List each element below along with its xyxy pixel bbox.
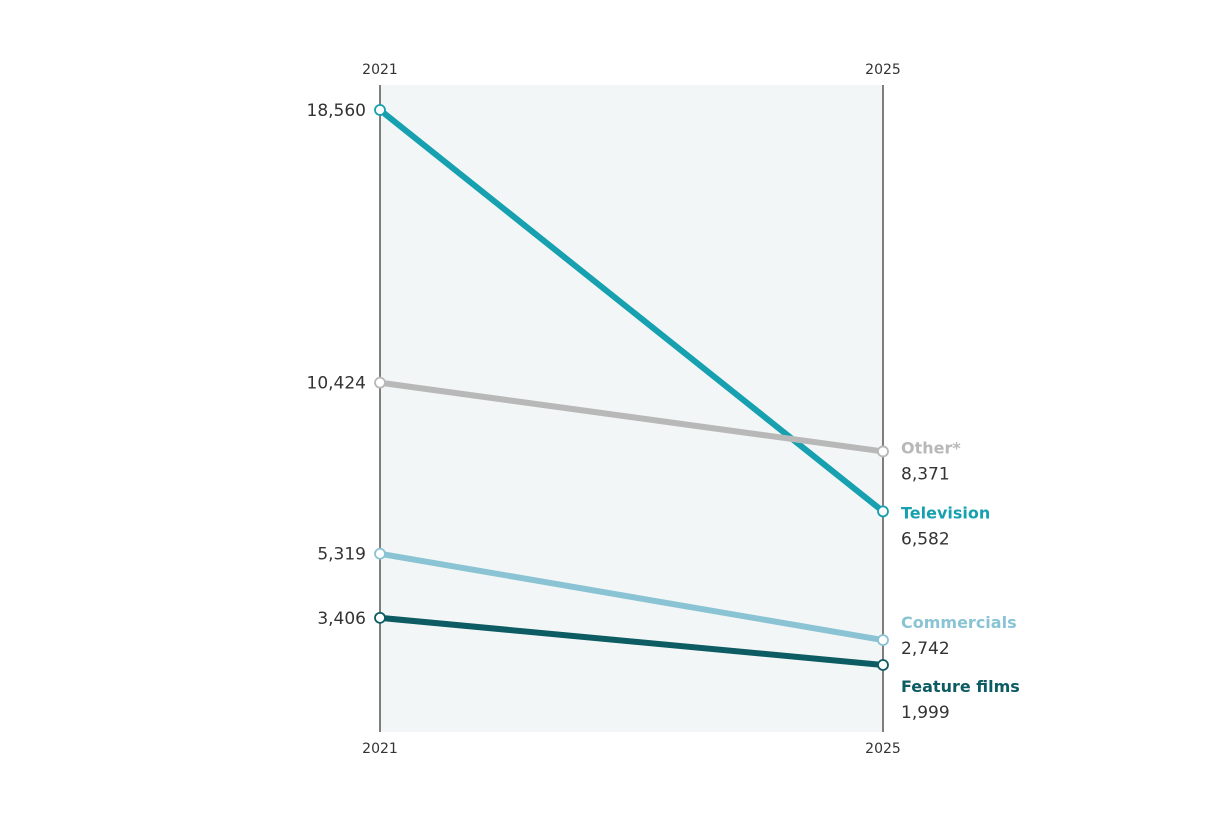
- series-layer: 18,560 Television 6,582 10,424 Other* 8,371 5,…: [307, 101, 1020, 723]
- start-value-other: 10,424: [307, 374, 366, 394]
- year-label-bottom-2021: 2021: [362, 741, 398, 757]
- year-label-top-2021: 2021: [362, 62, 398, 78]
- end-value-television: 6,582: [901, 529, 950, 549]
- start-value-feature-films: 3,406: [317, 609, 366, 629]
- point-television-2021: [374, 104, 386, 116]
- year-label-bottom-2025: 2025: [865, 741, 901, 757]
- start-value-commercials: 5,319: [317, 545, 366, 565]
- start-value-television: 18,560: [307, 101, 366, 121]
- series-name-commercials: Commercials: [901, 613, 1017, 632]
- point-feature-films-2025: [877, 659, 889, 671]
- point-commercials-2021: [374, 547, 386, 560]
- point-commercials-2025: [877, 634, 889, 647]
- series-name-feature-films: Feature films: [901, 677, 1020, 696]
- series-line-commercials: [377, 550, 886, 644]
- plot-background: [380, 85, 883, 732]
- series-name-television: Television: [901, 503, 990, 522]
- series-line-feature-films: [377, 614, 886, 668]
- end-value-other: 8,371: [901, 464, 950, 484]
- point-other-2021: [374, 376, 386, 389]
- end-value-commercials: 2,742: [901, 639, 950, 659]
- series-name-other: Other*: [901, 438, 961, 457]
- point-television-2025: [877, 505, 889, 518]
- point-other-2025: [877, 445, 889, 458]
- point-feature-films-2021: [374, 611, 386, 624]
- series-line-other: [377, 379, 886, 455]
- series-line-television: [377, 107, 886, 515]
- end-value-feature-films: 1,999: [901, 703, 950, 723]
- year-label-top-2025: 2025: [865, 62, 901, 78]
